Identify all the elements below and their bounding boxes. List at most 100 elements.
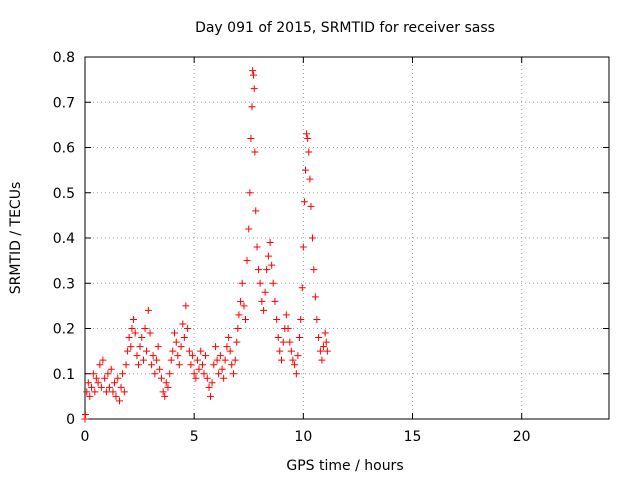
- data-point: [250, 85, 258, 93]
- data-point: [124, 347, 132, 355]
- data-point: [289, 356, 297, 364]
- axis-ticks: 0 5 10 15 20 0 0.1 0.2 0.3 0.4 0.5 0.6 0.7 0.8: [53, 50, 609, 445]
- data-point: [212, 343, 220, 351]
- data-point: [134, 361, 142, 369]
- data-point: [207, 392, 215, 400]
- data-point: [107, 365, 115, 373]
- data-point: [318, 356, 326, 364]
- data-points: [81, 67, 331, 423]
- data-point: [81, 410, 89, 418]
- data-point: [157, 374, 165, 382]
- data-point: [304, 134, 312, 142]
- data-point: [226, 347, 234, 355]
- data-point: [305, 148, 313, 156]
- data-point: [84, 379, 92, 387]
- data-point: [286, 338, 294, 346]
- data-point: [182, 302, 190, 310]
- data-point: [238, 279, 246, 287]
- data-point: [86, 392, 94, 400]
- data-point: [323, 347, 331, 355]
- data-point: [295, 334, 303, 342]
- data-point: [313, 315, 321, 323]
- data-point: [319, 343, 327, 351]
- x-tick-label: 20: [513, 429, 531, 445]
- data-point: [229, 370, 237, 378]
- data-point: [112, 392, 120, 400]
- data-point: [247, 134, 255, 142]
- data-point: [291, 361, 299, 369]
- data-point: [253, 243, 261, 251]
- data-point: [190, 370, 198, 378]
- y-tick-label: 0.6: [53, 141, 75, 157]
- data-point: [236, 297, 244, 305]
- x-tick-label: 15: [404, 429, 422, 445]
- data-point: [276, 347, 284, 355]
- data-point: [143, 347, 151, 355]
- data-point: [149, 352, 157, 360]
- y-tick-label: 0.1: [53, 367, 75, 383]
- data-point: [210, 361, 218, 369]
- data-point: [184, 325, 192, 332]
- data-point: [284, 325, 292, 332]
- data-point: [298, 284, 306, 292]
- data-point: [315, 334, 323, 342]
- data-point: [89, 370, 97, 378]
- data-point: [148, 361, 156, 369]
- data-point: [287, 347, 295, 355]
- data-point: [162, 379, 170, 387]
- data-point: [114, 374, 122, 382]
- data-point: [218, 365, 226, 373]
- data-point: [198, 361, 206, 369]
- data-point: [268, 261, 276, 269]
- data-point: [252, 207, 260, 215]
- data-point: [208, 379, 216, 387]
- data-point: [192, 374, 200, 382]
- data-point: [264, 252, 272, 260]
- data-point: [271, 297, 279, 305]
- data-point: [175, 361, 183, 369]
- data-point: [110, 379, 118, 387]
- x-tick-label: 5: [190, 429, 199, 445]
- data-point: [310, 266, 318, 274]
- data-point: [188, 352, 196, 360]
- data-point: [115, 397, 123, 405]
- data-point: [141, 325, 149, 332]
- y-tick-label: 0.3: [53, 276, 75, 292]
- data-point: [282, 311, 290, 319]
- data-point: [159, 388, 167, 396]
- data-point: [102, 388, 110, 396]
- data-point: [166, 370, 174, 378]
- data-point: [248, 103, 256, 111]
- data-point: [94, 379, 102, 387]
- data-point: [316, 347, 324, 355]
- data-point: [127, 343, 135, 351]
- data-point: [249, 67, 257, 75]
- data-point: [279, 338, 287, 346]
- data-point: [297, 315, 305, 323]
- data-point: [185, 347, 193, 355]
- data-point: [101, 374, 109, 382]
- data-point: [223, 343, 231, 351]
- data-point: [136, 343, 144, 351]
- data-point: [302, 166, 310, 174]
- data-point: [180, 334, 188, 342]
- plot-frame: [84, 56, 610, 420]
- y-tick-label: 0.5: [53, 186, 75, 202]
- data-point: [144, 306, 152, 314]
- data-point: [225, 334, 233, 342]
- data-point: [235, 311, 243, 319]
- data-point: [109, 388, 117, 396]
- x-axis-label: GPS time / hours: [286, 458, 403, 474]
- data-point: [246, 189, 254, 197]
- data-point: [172, 338, 180, 346]
- data-point: [104, 370, 112, 378]
- data-point: [255, 266, 263, 274]
- data-point: [119, 370, 127, 378]
- data-point: [245, 225, 253, 233]
- data-point: [240, 302, 248, 310]
- data-point: [273, 315, 281, 323]
- data-point: [205, 383, 213, 391]
- data-point: [299, 243, 307, 251]
- y-tick-label: 0.4: [53, 231, 75, 247]
- chart-title: Day 091 of 2015, SRMTID for receiver sas…: [195, 20, 495, 36]
